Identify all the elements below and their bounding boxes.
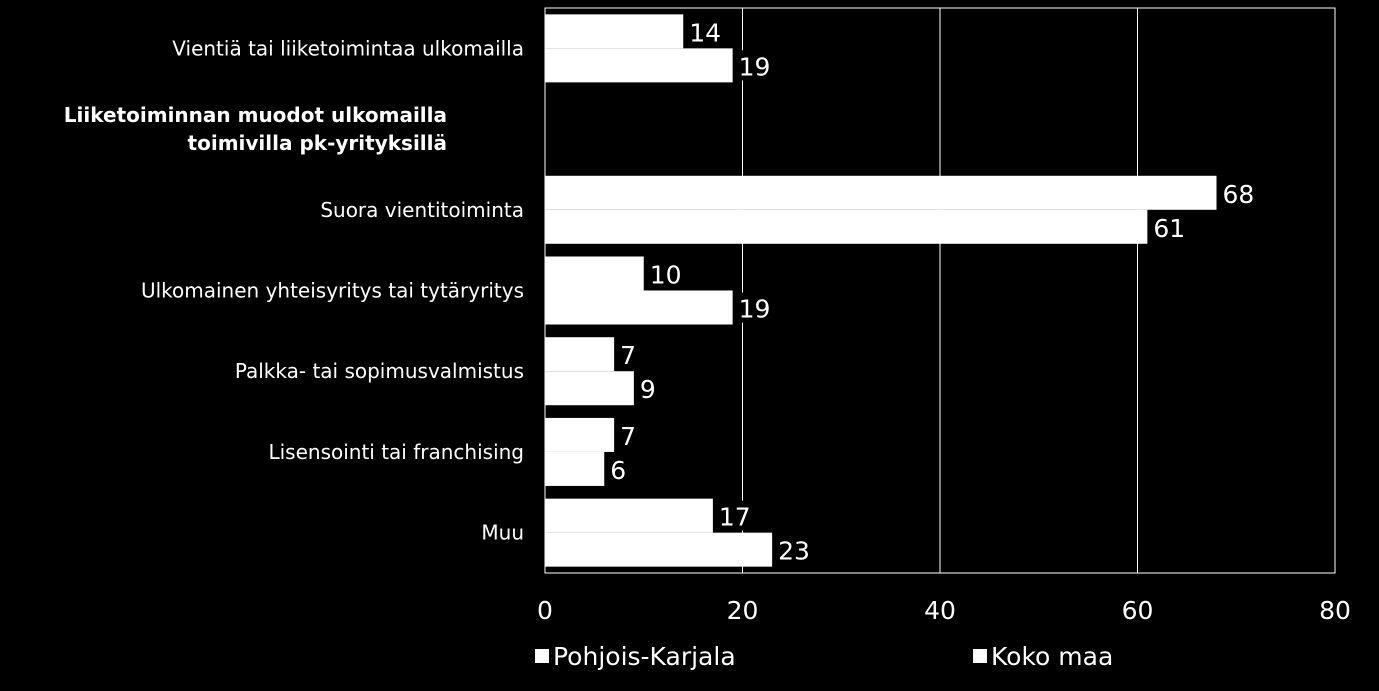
x-tick-label: 80 [1319,596,1351,625]
bar-pohjois-karjala [545,417,615,452]
value-label: 23 [778,537,810,566]
bar-koko-maa [545,209,1148,244]
value-label-bg [733,50,778,81]
value-label: 7 [620,422,636,451]
value-label-bg [713,500,758,531]
x-tick-label: 40 [924,596,956,625]
value-label-bg [605,453,635,484]
value-label-bg [644,258,689,289]
value-label: 14 [689,18,721,47]
value-label-bg [1148,211,1193,242]
category-label: Muu [481,521,524,545]
value-label-bg [615,339,645,370]
category-label: Lisensointi tai franchising [268,440,524,464]
bar-koko-maa [545,48,733,83]
section-heading-line-1: Liiketoiminnan muodot ulkomailla [64,103,447,127]
value-label-bg [684,16,729,47]
value-label: 68 [1223,180,1255,209]
value-label: 9 [640,375,656,404]
value-label-bg [733,292,778,323]
bar-pohjois-karjala [545,498,713,533]
bar-koko-maa [545,451,605,486]
value-label: 10 [650,261,682,290]
value-label-bg [615,419,645,450]
value-label-bg [634,373,664,404]
section-heading-line-2: toimivilla pk-yrityksillä [188,131,447,155]
category-label: Ulkomainen yhteisyritys tai tytäryritys [141,279,524,303]
x-tick-label: 0 [537,596,553,625]
value-label-bg [1217,177,1262,208]
bar-pohjois-karjala [545,337,615,372]
bar-koko-maa [545,532,773,567]
value-label: 7 [620,341,636,370]
value-label-bg [773,534,818,565]
value-label: 19 [739,295,771,324]
value-label: 6 [610,456,626,485]
bar-pohjois-karjala [545,175,1217,210]
bar-pohjois-karjala [545,256,644,291]
category-label: Suora vientitoiminta [320,198,524,222]
value-label: 17 [719,503,751,532]
bar-koko-maa [545,371,634,406]
bar-koko-maa [545,290,733,325]
value-label: 19 [739,52,771,81]
legend-label: Koko maa [991,642,1113,671]
x-tick-label: 60 [1122,596,1154,625]
bar-pohjois-karjala [545,14,684,49]
legend-swatch [535,649,549,663]
legend-label: Pohjois-Karjala [553,642,736,671]
category-label: Palkka- tai sopimusvalmistus [235,359,524,383]
category-label: Vientiä tai liiketoimintaa ulkomailla [172,36,524,60]
legend-swatch [973,649,987,663]
x-tick-label: 20 [727,596,759,625]
value-label: 61 [1153,214,1185,243]
